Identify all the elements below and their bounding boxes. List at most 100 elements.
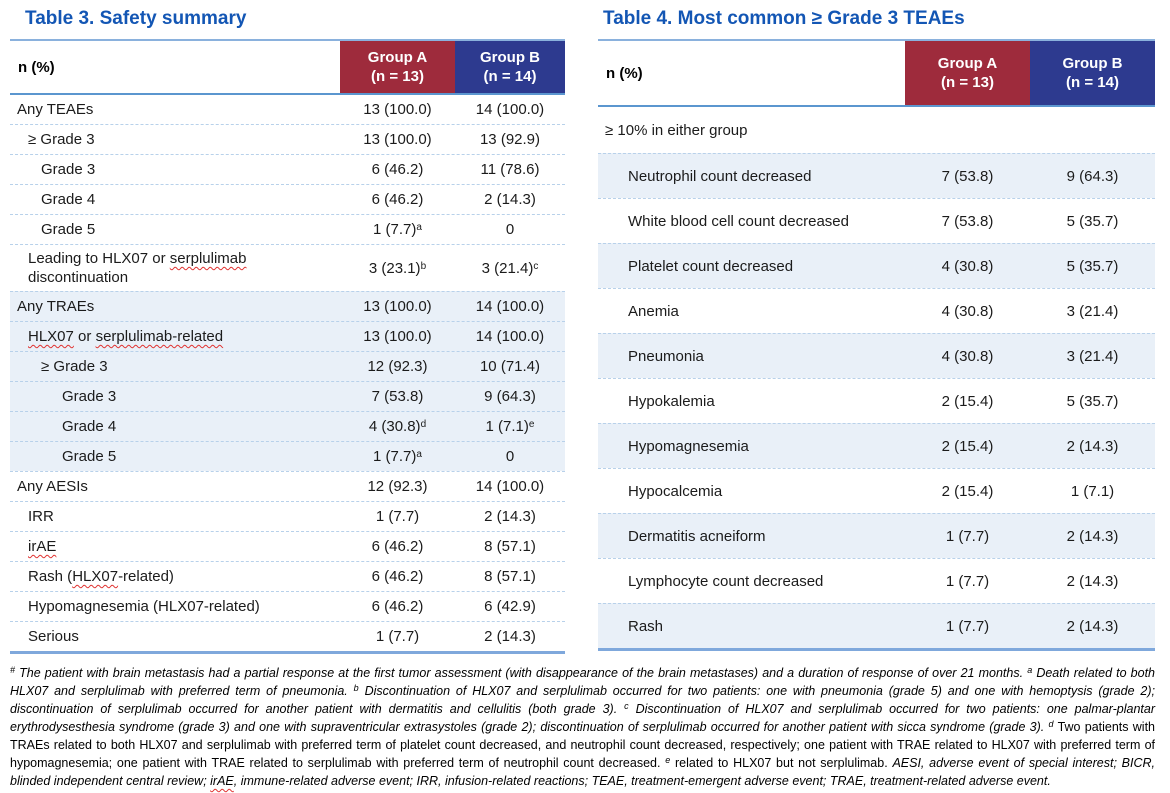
footnote-segment: The patient with brain metastasis had a … — [19, 666, 1024, 680]
row-label: Rash (HLX07-related) — [28, 568, 174, 585]
row-label: Anemia — [628, 302, 679, 320]
group-b-n: (n = 14) — [483, 68, 537, 85]
row-label: Hypomagnesemia (HLX07-related) — [28, 598, 260, 615]
group-a-value: 2 (15.4) — [941, 392, 994, 410]
table-row: ≥ Grade 3 13 (100.0) 13 (92.9) — [10, 124, 565, 154]
table4-col-n-pct: n (%) — [606, 64, 643, 82]
table-row: Hypokalemia 2 (15.4) 5 (35.7) — [598, 378, 1155, 423]
row-label: Any AESIs — [17, 478, 88, 495]
group-a-value: 7 (53.8) — [941, 167, 994, 185]
table3-col-group-b: Group B (n = 14) — [455, 41, 565, 93]
group-a-value: 2 (15.4) — [941, 482, 994, 500]
group-a-value: 2 (15.4) — [941, 437, 994, 455]
table4-col-group-a: Group A (n = 13) — [905, 41, 1030, 105]
table3-title: Table 3. Safety summary — [25, 8, 247, 29]
group-a-value: 1 (7.7) — [945, 527, 990, 545]
spellcheck-underlined-word: irAE — [28, 538, 57, 555]
group-b-value: 1 (7.1) — [1070, 482, 1115, 500]
table4-title: Table 4. Most common ≥ Grade 3 TEAEs — [603, 8, 965, 29]
table-row: ≥ 10% in either group — [598, 107, 1155, 153]
row-label: Hypokalemia — [628, 392, 715, 410]
table-row: Lymphocyte count decreased 1 (7.7) 2 (14… — [598, 558, 1155, 603]
table3-col-n-pct: n (%) — [18, 58, 55, 76]
group-a-value: 6 (46.2) — [371, 568, 424, 585]
group-a-name: Group A — [937, 55, 998, 72]
table-row: IRR 1 (7.7) 2 (14.3) — [10, 501, 565, 531]
table-row: Grade 4 6 (46.2) 2 (14.3) — [10, 184, 565, 214]
row-label: Pneumonia — [628, 347, 704, 365]
table3-body: Any TEAEs 13 (100.0) 14 (100.0) ≥ Grade … — [10, 95, 565, 651]
row-label: Dermatitis acneiform — [628, 527, 766, 545]
row-label: Grade 4 — [62, 418, 117, 435]
group-b-value: 14 (100.0) — [475, 101, 545, 118]
table-row: Hypomagnesemia 2 (15.4) 2 (14.3) — [598, 423, 1155, 468]
row-label: Rash — [628, 617, 664, 635]
row-label: Hypocalcemia — [628, 482, 723, 500]
table-row: Serious 1 (7.7) 2 (14.3) — [10, 621, 565, 651]
group-a-value: 13 (100.0) — [363, 298, 432, 315]
group-a-value: 4 (30.8)d — [368, 418, 427, 435]
group-b-value: 0 — [505, 448, 515, 465]
table4-col-group-b: Group B (n = 14) — [1030, 41, 1155, 105]
group-b-value: 8 (57.1) — [484, 538, 536, 555]
table-row: Rash (HLX07-related) 6 (46.2) 8 (57.1) — [10, 561, 565, 591]
footnote: # The patient with brain metastasis had … — [10, 665, 1156, 789]
group-b-name: Group B — [1062, 55, 1123, 72]
group-a-name: Group A — [367, 49, 428, 66]
spellcheck-underlined-word: serplulimab — [169, 250, 247, 267]
group-b-value: 14 (100.0) — [475, 298, 545, 315]
spellcheck-underlined-word: HLX07 — [28, 328, 74, 345]
footnote-segment: Death related to both HLX07 and serpluli… — [10, 666, 1156, 698]
table-row: Any TEAEs 13 (100.0) 14 (100.0) — [10, 95, 565, 124]
row-label: ≥ Grade 3 — [28, 131, 95, 148]
group-b-value: 6 (42.9) — [484, 598, 536, 615]
table-row: Any TRAEs 13 (100.0) 14 (100.0) — [10, 291, 565, 321]
footnote-segment: Discontinuation of HLX07 and serplulimab… — [10, 702, 1156, 734]
group-a-value: 7 (53.8) — [371, 388, 424, 405]
table-row: Any AESIs 12 (92.3) 14 (100.0) — [10, 471, 565, 501]
table-row: Grade 5 1 (7.7)a 0 — [10, 214, 565, 244]
group-b-value: 2 (14.3) — [484, 191, 536, 208]
group-b-name: Group B — [480, 49, 540, 66]
row-label: HLX07 or serplulimab-related — [28, 328, 224, 345]
group-b-value: 2 (14.3) — [1066, 572, 1119, 590]
group-b-value: 3 (21.4)c — [481, 259, 539, 277]
row-label: Any TRAEs — [17, 298, 95, 315]
table-row: Grade 4 4 (30.8)d 1 (7.1)e — [10, 411, 565, 441]
table3-section: Table 3. Safety summary n (%) Group A (n… — [10, 6, 565, 654]
row-label: Any TEAEs — [17, 101, 94, 118]
group-a-value: 4 (30.8) — [941, 257, 994, 275]
table4-body: ≥ 10% in either group Neutrophil count d… — [598, 107, 1155, 648]
group-a-value: 13 (100.0) — [363, 328, 432, 345]
group-a-value: 3 (23.1)b — [368, 259, 427, 277]
group-b-value: 13 (92.9) — [479, 131, 541, 148]
row-label: Grade 3 — [62, 388, 117, 405]
group-a-value: 6 (46.2) — [371, 538, 424, 555]
group-b-value: 14 (100.0) — [475, 478, 545, 495]
footnote-segment: Two patients with TRAEs related to both … — [10, 720, 1155, 770]
group-a-value: 12 (92.3) — [367, 478, 428, 495]
row-label: IRR — [28, 508, 54, 525]
table-row: Neutrophil count decreased 7 (53.8) 9 (6… — [598, 153, 1155, 198]
table-row: Grade 3 7 (53.8) 9 (64.3) — [10, 381, 565, 411]
group-a-value: 7 (53.8) — [941, 212, 994, 230]
table-row: Anemia 4 (30.8) 3 (21.4) — [598, 288, 1155, 333]
group-a-value: 1 (7.7)a — [373, 221, 422, 238]
row-label: White blood cell count decreased — [628, 212, 849, 230]
table3: n (%) Group A (n = 13) Group B (n = 14) … — [10, 39, 565, 654]
group-b-value: 11 (78.6) — [480, 161, 540, 178]
group-b-value: 2 (14.3) — [484, 628, 536, 645]
row-label: Grade 3 — [41, 161, 96, 178]
table-row: White blood cell count decreased 7 (53.8… — [598, 198, 1155, 243]
group-a-value: 4 (30.8) — [941, 347, 994, 365]
group-b-value: 14 (100.0) — [475, 328, 545, 345]
footnote-segment: Discontinuation of HLX07 and serplulimab… — [10, 684, 1155, 716]
group-a-value: 13 (100.0) — [363, 131, 432, 148]
spellcheck-underlined-word: serplulimab-related — [95, 328, 224, 345]
group-b-value: 0 — [505, 221, 515, 238]
row-label: Serious — [28, 628, 79, 645]
group-a-value: 13 (100.0) — [363, 101, 432, 118]
group-b-value: 8 (57.1) — [484, 568, 536, 585]
group-b-value: 9 (64.3) — [1066, 167, 1119, 185]
group-b-value: 9 (64.3) — [484, 388, 536, 405]
